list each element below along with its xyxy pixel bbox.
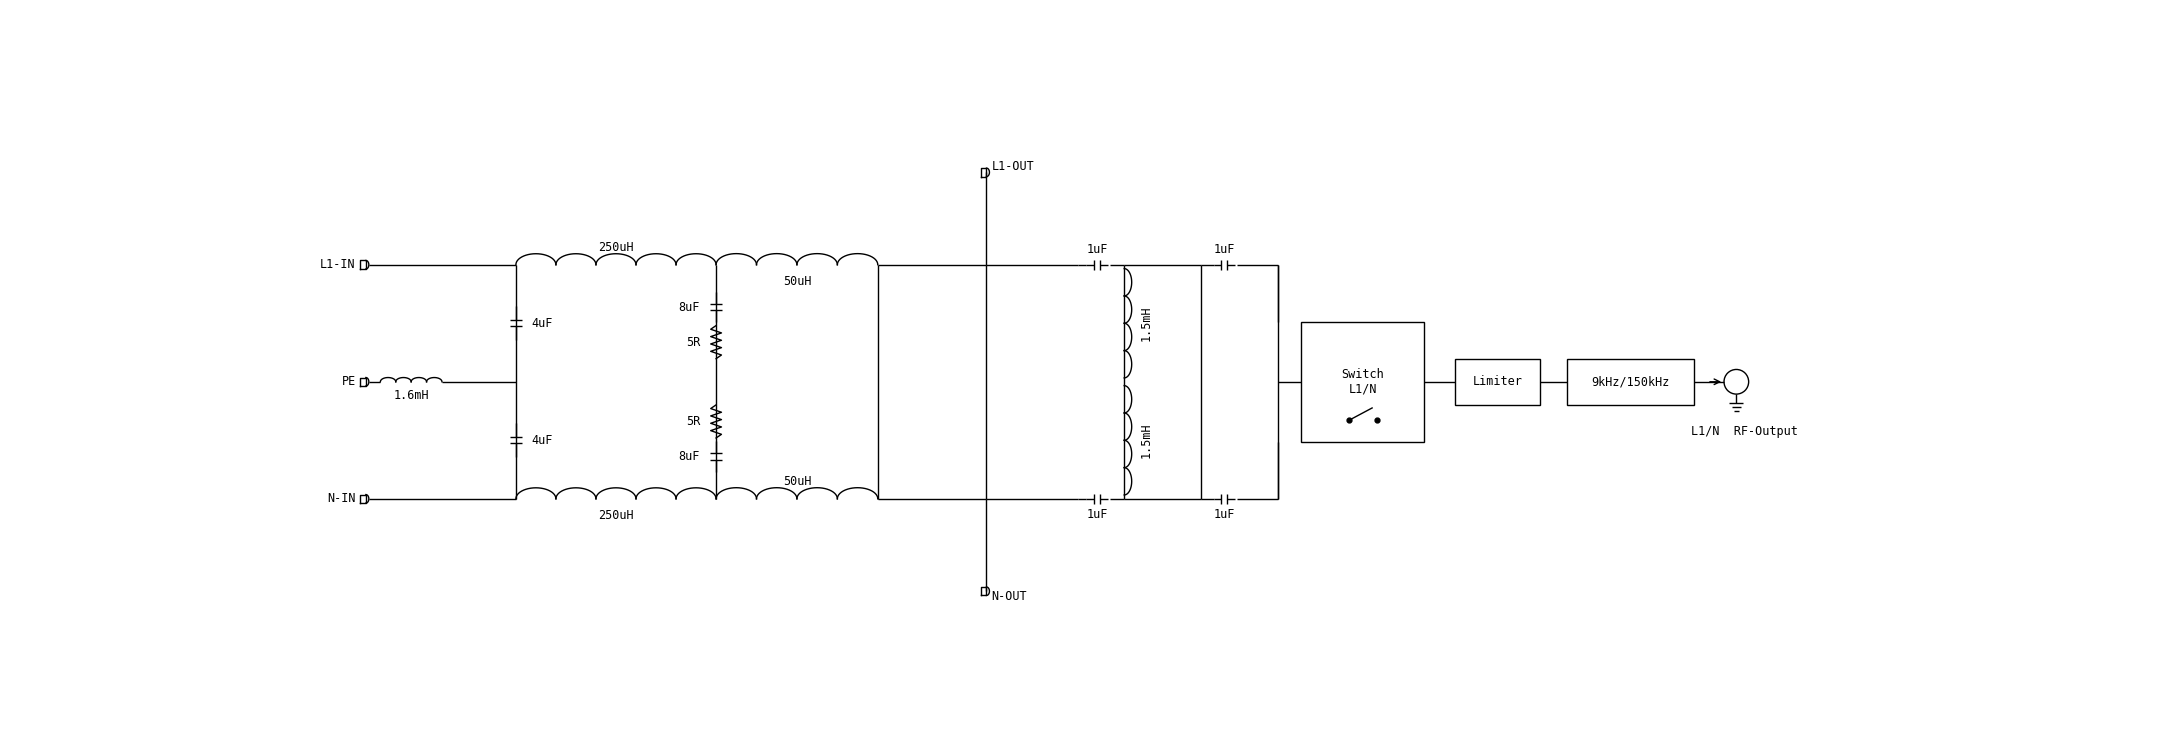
- Text: 5R: 5R: [687, 415, 700, 428]
- Text: 1uF: 1uF: [1087, 508, 1109, 521]
- Text: 250uH: 250uH: [598, 241, 635, 254]
- Text: 8uF: 8uF: [678, 301, 700, 314]
- Text: N-OUT: N-OUT: [991, 590, 1028, 603]
- Text: N-IN: N-IN: [328, 492, 357, 505]
- Text: 9kHz/150kHz: 9kHz/150kHz: [1591, 375, 1670, 389]
- Text: 1uF: 1uF: [1087, 243, 1109, 256]
- Bar: [1454, 358, 1539, 405]
- Text: 50uH: 50uH: [783, 275, 811, 288]
- Text: 4uF: 4uF: [530, 317, 552, 330]
- Text: 4uF: 4uF: [530, 434, 552, 447]
- Text: 1.6mH: 1.6mH: [393, 389, 428, 402]
- Text: 50uH: 50uH: [783, 476, 811, 488]
- Bar: [1567, 358, 1694, 405]
- Text: 250uH: 250uH: [598, 510, 635, 522]
- Text: L1/N: L1/N: [1348, 383, 1376, 396]
- Text: L1-OUT: L1-OUT: [991, 160, 1035, 173]
- Text: 1.5mH: 1.5mH: [1139, 305, 1152, 341]
- Text: 5R: 5R: [687, 336, 700, 349]
- Text: 1.5mH: 1.5mH: [1139, 423, 1152, 458]
- Text: 1uF: 1uF: [1213, 243, 1235, 256]
- Text: PE: PE: [341, 375, 357, 389]
- Text: 8uF: 8uF: [678, 450, 700, 463]
- Text: Limiter: Limiter: [1472, 375, 1522, 389]
- Bar: [1302, 322, 1424, 442]
- Text: L1-IN: L1-IN: [320, 259, 357, 271]
- Text: Switch: Switch: [1341, 367, 1385, 380]
- Text: 1uF: 1uF: [1213, 508, 1235, 521]
- Text: L1/N  RF-Output: L1/N RF-Output: [1691, 426, 1798, 438]
